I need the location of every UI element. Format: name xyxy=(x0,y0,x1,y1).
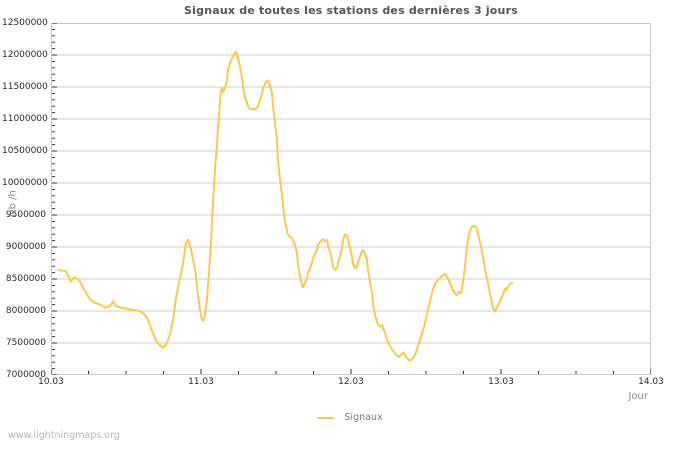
x-tick-label: 14.03 xyxy=(638,377,664,387)
x-tick-label: 12.03 xyxy=(338,377,364,387)
legend: Signaux xyxy=(0,412,700,423)
signaux-series-line xyxy=(57,50,513,362)
x-tick-label: 10.03 xyxy=(38,377,64,387)
y-axis-unit-label: Nb /h xyxy=(7,190,19,217)
watermark-text: www.lightningmaps.org xyxy=(8,430,120,441)
x-tick-label: 11.03 xyxy=(188,377,214,387)
y-tick-label: 12500000 xyxy=(2,18,48,28)
plot-area xyxy=(51,23,651,375)
y-tick-label: 8000000 xyxy=(5,306,46,316)
y-tick-label: 10500000 xyxy=(2,146,48,156)
chart-title: Signaux de toutes les stations des derni… xyxy=(184,4,518,17)
legend-series-label: Signaux xyxy=(344,412,383,423)
plot-border xyxy=(51,23,651,375)
y-tick-label: 8500000 xyxy=(5,274,46,284)
y-tick-label: 7500000 xyxy=(5,338,46,348)
x-tick-label: 13.03 xyxy=(488,377,514,387)
legend-line-swatch xyxy=(317,416,335,419)
y-tick-label: 9000000 xyxy=(5,242,46,252)
y-tick-label: 12000000 xyxy=(2,50,48,60)
y-tick-label: 11500000 xyxy=(2,82,48,92)
y-tick-label: 9500000 xyxy=(5,210,46,220)
y-tick-label: 11000000 xyxy=(2,114,48,124)
y-tick-label: 7000000 xyxy=(5,370,46,380)
x-axis-unit-label: Jour xyxy=(628,391,648,402)
y-tick-label: 10000000 xyxy=(2,178,48,188)
